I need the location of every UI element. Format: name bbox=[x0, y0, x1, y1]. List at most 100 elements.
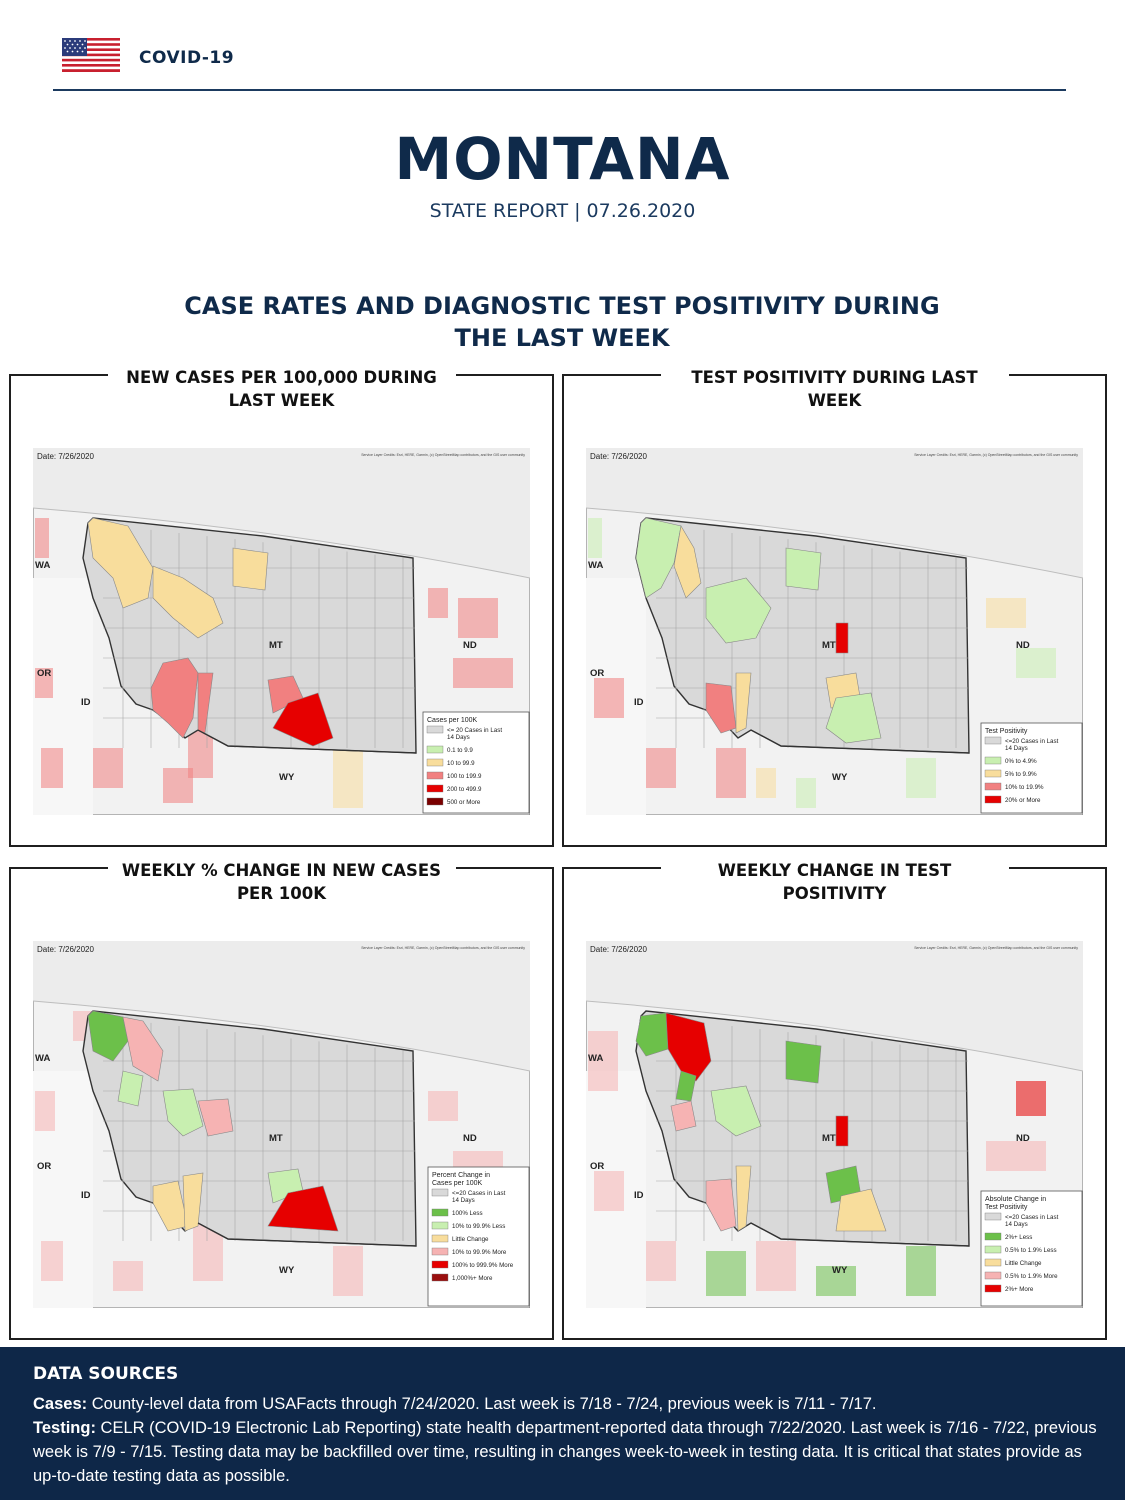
us-flag-icon bbox=[62, 38, 120, 72]
map-panel-positivity-change: WEEKLY CHANGE IN TEST POSITIVITY Date: 7… bbox=[562, 859, 1107, 1340]
county-highlight bbox=[117, 1070, 144, 1107]
map-credit: Service Layer Credits: Esri, HERE, Garmi… bbox=[914, 453, 1078, 457]
neighbor-county bbox=[333, 1246, 363, 1296]
county-highlight bbox=[710, 1085, 762, 1137]
legend-label: 0.1 to 9.9 bbox=[447, 747, 473, 754]
legend-swatch bbox=[431, 1234, 449, 1243]
county-highlight bbox=[735, 672, 752, 734]
neighbor-county bbox=[35, 518, 49, 558]
legend-swatch bbox=[984, 1284, 1002, 1293]
county-lines bbox=[656, 1019, 968, 1241]
neighbor-county bbox=[756, 1241, 796, 1291]
neighbor-county bbox=[716, 748, 746, 798]
legend-swatch bbox=[431, 1188, 449, 1197]
county-highlight bbox=[182, 1172, 204, 1232]
state-label-or: OR bbox=[37, 1161, 51, 1172]
map-credit: Service Layer Credits: Esri, HERE, Garmi… bbox=[361, 946, 525, 950]
county-highlight bbox=[152, 565, 224, 639]
border-line bbox=[33, 507, 530, 579]
legend-swatch bbox=[431, 1208, 449, 1217]
canada-region bbox=[586, 448, 1083, 578]
county-highlight bbox=[835, 1115, 849, 1147]
map-svg: Date: 7/26/2020 Service Layer Credits: Es… bbox=[33, 941, 530, 1308]
county-map: Date: 7/26/2020 Service Layer Credits: Es… bbox=[33, 941, 530, 1308]
county-highlight bbox=[705, 1178, 737, 1232]
legend-label: <=20 Cases in Last bbox=[1005, 738, 1059, 745]
border-line bbox=[33, 1000, 530, 1072]
neighbor-county bbox=[41, 748, 63, 788]
legend-label: 2%+ More bbox=[1005, 1286, 1034, 1293]
legend-label: 0.5% to 1.9% More bbox=[1005, 1273, 1058, 1280]
county-highlight bbox=[705, 682, 737, 734]
state-label-wy: WY bbox=[279, 1265, 295, 1276]
legend-label: 14 Days bbox=[452, 1197, 475, 1204]
county-highlight bbox=[835, 622, 849, 654]
legend-label: Little Change bbox=[1005, 1260, 1042, 1267]
brand-label: COVID-19 bbox=[139, 48, 235, 68]
neighbor-county bbox=[458, 598, 498, 638]
canada-region bbox=[33, 941, 530, 1071]
panel-title: WEEKLY CHANGE IN TEST POSITIVITY bbox=[660, 859, 1009, 905]
state-label-wa: WA bbox=[35, 560, 50, 571]
neighbor-county bbox=[41, 1241, 63, 1281]
wyoming-border bbox=[197, 1222, 417, 1247]
state-label-wa: WA bbox=[35, 1053, 50, 1064]
section-title: CASE RATES AND DIAGNOSTIC TEST POSITIVIT… bbox=[184, 292, 940, 352]
county-map: Date: 7/26/2020 Service Layer Credits: Es… bbox=[586, 941, 1083, 1308]
county-map: Date: 7/26/2020 Service Layer Credits: Es… bbox=[33, 448, 530, 815]
neighbor-county bbox=[1016, 1081, 1046, 1116]
state-label-wy: WY bbox=[279, 772, 295, 783]
neighbor-county bbox=[35, 668, 53, 698]
state-label-or: OR bbox=[37, 668, 51, 679]
county-highlight bbox=[785, 547, 822, 591]
testing-source: Testing: CELR (COVID-19 Electronic Lab R… bbox=[33, 1416, 1098, 1488]
neighbor-county bbox=[428, 588, 448, 618]
wyoming-border bbox=[750, 1222, 970, 1247]
state-label-wy: WY bbox=[832, 1265, 848, 1276]
state-label-nd: ND bbox=[1016, 1133, 1030, 1144]
legend-label: <=20 Cases in Last bbox=[1005, 1214, 1059, 1221]
state-label-mt: MT bbox=[822, 1133, 836, 1144]
state-label-wa: WA bbox=[588, 1053, 603, 1064]
legend-title: Test Positivity bbox=[985, 1204, 1028, 1211]
header-divider bbox=[53, 89, 1066, 91]
neighbor-county bbox=[1016, 648, 1056, 678]
report-header: COVID-19 bbox=[0, 0, 1125, 92]
neighbor-county bbox=[816, 1266, 856, 1296]
legend-swatch bbox=[984, 795, 1002, 804]
legend-swatch bbox=[984, 1245, 1002, 1254]
county-highlight bbox=[635, 517, 682, 599]
county-highlight bbox=[150, 657, 199, 739]
legend-label: 14 Days bbox=[447, 734, 470, 741]
neighbor-county bbox=[906, 758, 936, 798]
page-title: MONTANA bbox=[394, 125, 731, 193]
state-label-wa: WA bbox=[588, 560, 603, 571]
legend-title: Cases per 100K bbox=[432, 1180, 483, 1187]
state-label-or: OR bbox=[590, 668, 604, 679]
neighbor-county bbox=[706, 1251, 746, 1296]
legend-label: 10% to 19.9% bbox=[1005, 784, 1044, 791]
neighbor-county bbox=[594, 678, 624, 718]
state-label-wy: WY bbox=[832, 772, 848, 783]
cases-label: Cases: bbox=[33, 1395, 88, 1413]
map-panel-positivity: TEST POSITIVITY DURING LAST WEEK Date: 7… bbox=[562, 366, 1107, 847]
county-highlight bbox=[272, 692, 334, 747]
state-label-nd: ND bbox=[463, 1133, 477, 1144]
legend-label: 20% or More bbox=[1005, 797, 1041, 804]
county-highlight bbox=[232, 547, 269, 591]
neighbor-county bbox=[646, 1241, 676, 1281]
legend-label: 14 Days bbox=[1005, 745, 1028, 752]
legend-swatch bbox=[431, 1273, 449, 1282]
legend-swatch bbox=[431, 1247, 449, 1256]
legend-label: 100 to 199.9 bbox=[447, 773, 482, 780]
county-highlight bbox=[705, 577, 772, 644]
county-map: Date: 7/26/2020 Service Layer Credits: Es… bbox=[586, 448, 1083, 815]
county-highlight bbox=[670, 1100, 697, 1132]
wyoming-border bbox=[750, 729, 970, 754]
map-date: Date: 7/26/2020 bbox=[37, 452, 94, 461]
legend-swatch bbox=[426, 784, 444, 793]
legend-label: 100% Less bbox=[452, 1210, 483, 1217]
county-highlight bbox=[197, 1098, 234, 1137]
map-svg: Date: 7/26/2020 Service Layer Credits: Es… bbox=[586, 941, 1083, 1308]
legend-swatch bbox=[984, 769, 1002, 778]
